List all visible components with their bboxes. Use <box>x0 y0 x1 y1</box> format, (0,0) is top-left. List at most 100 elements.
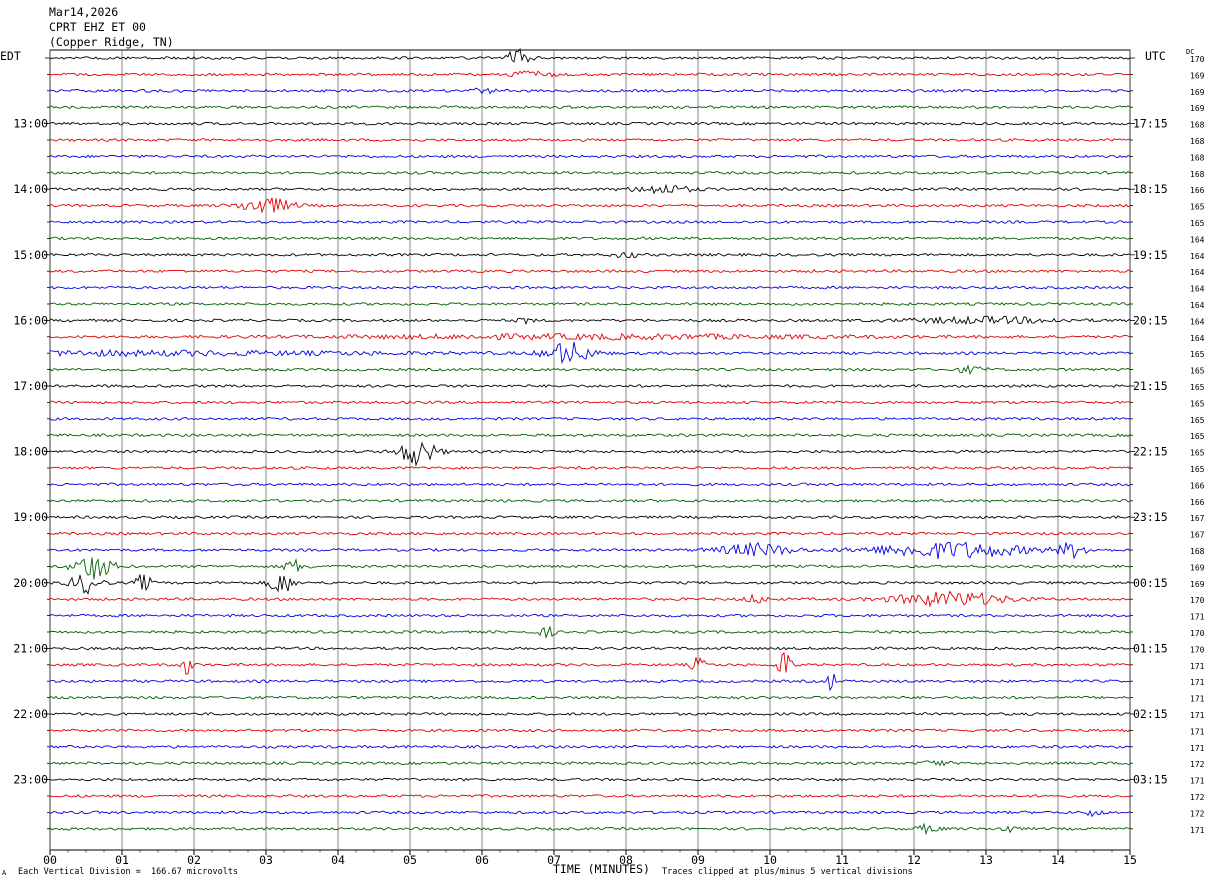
seismic-trace-row <box>49 433 1131 438</box>
right-hour-label: 20:15 <box>1133 313 1168 327</box>
dc-offset-value: 165 <box>1190 350 1205 359</box>
left-hour-label: 22:00 <box>13 707 48 721</box>
x-tick-label: 14 <box>1051 853 1065 867</box>
left-hour-label: 19:00 <box>13 510 48 524</box>
x-tick-label: 12 <box>907 853 921 867</box>
seismic-trace-row <box>49 364 1131 375</box>
dc-offset-value: 164 <box>1190 235 1205 244</box>
dc-offset-value: 170 <box>1190 629 1205 638</box>
dc-offset-value: 164 <box>1190 334 1205 343</box>
dc-offset-value: 171 <box>1190 744 1205 753</box>
dc-offset-value: 172 <box>1190 760 1205 769</box>
seismic-trace-row <box>49 441 1131 467</box>
dc-offset-value: 167 <box>1190 531 1205 540</box>
left-hour-label: 14:00 <box>13 182 48 196</box>
seismic-trace-row <box>49 651 1131 675</box>
dc-offset-value: 168 <box>1190 137 1205 146</box>
seismic-trace-row <box>49 384 1131 388</box>
x-tick-label: 15 <box>1123 853 1137 867</box>
dc-offset-value: 171 <box>1190 727 1205 736</box>
x-tick-label: 07 <box>547 853 561 867</box>
seismic-trace-row <box>49 590 1131 608</box>
dc-offset-value: 172 <box>1190 793 1205 802</box>
seismic-trace-row <box>49 154 1131 159</box>
seismic-trace-row <box>49 170 1131 175</box>
dc-offset-value: 171 <box>1190 777 1205 786</box>
dc-offset-value: 168 <box>1190 170 1205 179</box>
seismic-trace-row <box>49 236 1131 241</box>
seismic-trace-row <box>49 498 1131 503</box>
dc-offset-value: 168 <box>1190 153 1205 162</box>
x-tick-label: 10 <box>763 853 777 867</box>
dc-offset-value: 169 <box>1190 71 1205 80</box>
seismic-trace-row <box>49 219 1131 224</box>
corner-mark: A <box>2 869 7 877</box>
right-hour-label: 17:15 <box>1133 117 1168 131</box>
scale-note: Each Vertical Division = 166.67 microvol… <box>18 867 239 877</box>
dc-offset-value: 165 <box>1190 203 1205 212</box>
seismic-trace-row <box>50 728 1131 733</box>
recording-date: Mar14,2026 <box>49 5 119 19</box>
dc-offset-value: 164 <box>1190 301 1205 310</box>
seismic-trace-row <box>49 197 1131 214</box>
dc-offset-value: 164 <box>1190 285 1205 294</box>
seismic-trace-row <box>50 712 1131 716</box>
seismic-trace-row <box>49 105 1131 110</box>
seismic-trace-row <box>49 515 1131 520</box>
dc-offset-value: 167 <box>1190 514 1205 523</box>
seismic-trace-row <box>49 557 1131 580</box>
dc-offset-value: 165 <box>1190 432 1205 441</box>
dc-offset-value: 171 <box>1190 695 1205 704</box>
right-hour-label: 19:15 <box>1133 248 1168 262</box>
right-hour-label: 02:15 <box>1133 707 1168 721</box>
x-tick-label: 01 <box>115 853 129 867</box>
seismic-trace-row <box>49 87 1131 95</box>
dc-offset-value: 165 <box>1190 399 1205 408</box>
seismic-trace-row <box>49 47 1131 63</box>
x-tick-label: 09 <box>691 853 705 867</box>
seismic-trace-row <box>49 573 1131 595</box>
left-hour-label: 23:00 <box>13 773 48 787</box>
x-tick-label: 05 <box>403 853 417 867</box>
seismic-trace-row <box>49 269 1131 274</box>
seismic-trace-row <box>49 646 1131 651</box>
clip-note: Traces clipped at plus/minus 5 vertical … <box>662 867 913 877</box>
dc-offset-value: 169 <box>1190 580 1205 589</box>
seismic-trace-row <box>49 822 1131 836</box>
right-hour-label: 23:15 <box>1133 510 1168 524</box>
station-code: CPRT EHZ ET 00 <box>49 20 146 34</box>
dc-offset-value: 166 <box>1190 498 1205 507</box>
dc-offset-value: 170 <box>1190 596 1205 605</box>
station-location: (Copper Ridge, TN) <box>49 35 174 49</box>
seismic-trace-row <box>49 759 1131 767</box>
seismic-trace-row <box>49 673 1131 692</box>
dc-offset-value: 171 <box>1190 662 1205 671</box>
dc-offset-value: 171 <box>1190 613 1205 622</box>
dc-offset-value: 166 <box>1190 481 1205 490</box>
seismic-trace-row <box>49 744 1131 749</box>
dc-offset-value: 171 <box>1190 678 1205 687</box>
x-tick-label: 08 <box>619 853 633 867</box>
seismic-trace-row <box>49 341 1131 365</box>
dc-offset-value: 171 <box>1190 826 1205 835</box>
dc-offset-value: 164 <box>1190 317 1205 326</box>
dc-offset-value: 165 <box>1190 219 1205 228</box>
seismic-trace-row <box>49 809 1131 818</box>
right-hour-label: 03:15 <box>1133 773 1168 787</box>
dc-offset-value: 169 <box>1190 563 1205 572</box>
dc-offset-value: 165 <box>1190 367 1205 376</box>
dc-offset-value: 165 <box>1190 465 1205 474</box>
dc-offset-value: 168 <box>1190 547 1205 556</box>
seismic-trace-row <box>49 332 1131 341</box>
right-timezone-label: UTC <box>1145 49 1166 63</box>
seismic-trace-row <box>49 625 1131 639</box>
seismic-trace-row <box>49 400 1131 405</box>
seismic-trace-row <box>49 531 1131 536</box>
dc-offset-value: 166 <box>1190 186 1205 195</box>
dc-offset-value: 165 <box>1190 449 1205 458</box>
right-hour-label: 01:15 <box>1133 641 1168 655</box>
dc-offset-value: 171 <box>1190 711 1205 720</box>
dc-offset-value: 165 <box>1190 383 1205 392</box>
x-tick-label: 00 <box>43 853 57 867</box>
